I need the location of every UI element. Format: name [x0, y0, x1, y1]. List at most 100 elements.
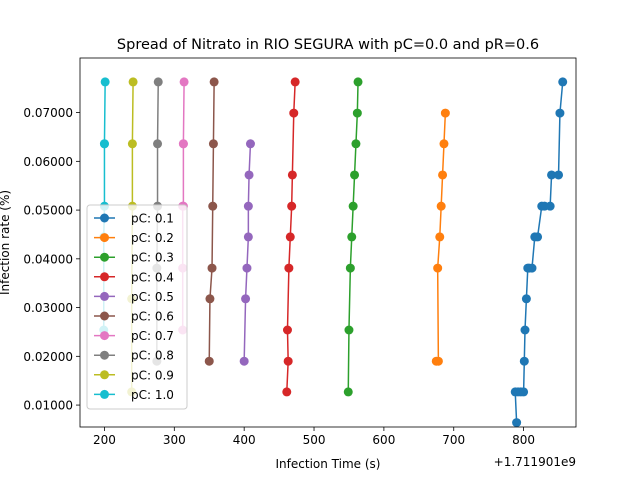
data-point: [204, 356, 214, 366]
series-4: [282, 77, 300, 397]
data-point: [179, 77, 189, 87]
data-point: [153, 139, 163, 149]
x-axis-offset-label: +1.711901e9: [494, 455, 576, 469]
data-point: [282, 325, 292, 335]
legend-item: pC: 0.4: [94, 270, 174, 284]
y-axis-title: Infection rate (%): [0, 190, 12, 295]
legend-label: pC: 0.4: [131, 270, 174, 284]
data-point: [545, 201, 555, 211]
x-tick-label: 700: [442, 433, 465, 447]
data-point: [433, 356, 443, 366]
legend-swatch-marker: [100, 291, 109, 301]
legend-item: pC: 0.3: [94, 251, 174, 265]
data-point: [290, 77, 300, 87]
data-point: [285, 232, 295, 242]
x-tick-label: 500: [303, 433, 326, 447]
legend-label: pC: 1.0: [131, 388, 174, 402]
legend-swatch-marker: [100, 272, 109, 282]
data-point: [558, 77, 568, 87]
data-point: [284, 263, 294, 273]
data-point: [433, 263, 443, 273]
data-point: [554, 170, 564, 180]
data-point: [128, 77, 138, 87]
x-axis-title: Infection Time (s): [276, 457, 381, 471]
data-point: [520, 325, 530, 335]
data-point: [208, 201, 218, 211]
legend-item: pC: 0.6: [94, 310, 174, 324]
legend-item: pC: 0.7: [94, 329, 174, 343]
data-point: [100, 77, 110, 87]
data-point: [352, 108, 362, 118]
data-point: [287, 170, 297, 180]
series-line: [208, 81, 215, 362]
series-2: [431, 108, 450, 366]
legend-item: pC: 0.2: [94, 231, 174, 245]
series-5: [239, 139, 255, 366]
y-tick-label: 0.04000: [23, 252, 73, 266]
data-point: [436, 201, 446, 211]
legend-label: pC: 0.3: [131, 251, 174, 265]
data-point: [350, 170, 360, 180]
x-tick-label: 800: [512, 433, 535, 447]
legend-label: pC: 0.1: [131, 212, 174, 226]
y-tick-label: 0.07000: [23, 106, 73, 120]
data-point: [243, 232, 253, 242]
series-3: [343, 77, 363, 397]
data-point: [353, 77, 363, 87]
data-point: [547, 170, 557, 180]
series-1: [510, 77, 568, 428]
legend-item: pC: 0.8: [94, 349, 174, 363]
series-6: [204, 77, 219, 366]
data-point: [345, 263, 355, 273]
series-line: [436, 113, 447, 362]
data-point: [244, 170, 254, 180]
data-point: [555, 108, 565, 118]
legend: pC: 0.1 pC: 0.2 pC: 0.3 pC: 0.4 pC: 0.5 pC: 0…: [86, 204, 188, 410]
legend-item: pC: 0.9: [94, 368, 174, 382]
legend-swatch-marker: [100, 252, 109, 262]
data-point: [241, 294, 251, 304]
data-point: [521, 294, 531, 304]
data-point: [440, 108, 450, 118]
x-tick-label: 300: [163, 433, 186, 447]
data-point: [439, 139, 449, 149]
data-point: [282, 387, 292, 397]
data-point: [207, 263, 217, 273]
data-point: [343, 387, 353, 397]
data-point: [519, 356, 529, 366]
legend-box: [86, 204, 188, 410]
legend-label: pC: 0.2: [131, 231, 174, 245]
data-point: [438, 170, 448, 180]
data-point: [512, 418, 522, 428]
y-tick-label: 0.03000: [23, 301, 73, 315]
y-tick-label: 0.05000: [23, 204, 73, 218]
data-point: [347, 232, 357, 242]
legend-swatch-marker: [100, 213, 109, 223]
data-point: [527, 263, 537, 273]
data-point: [127, 139, 137, 149]
legend-label: pC: 0.8: [131, 349, 174, 363]
x-tick-label: 600: [372, 433, 395, 447]
data-point: [533, 232, 543, 242]
legend-label: pC: 0.5: [131, 290, 174, 304]
legend-swatch-marker: [100, 233, 109, 243]
legend-label: pC: 0.7: [131, 329, 174, 343]
legend-item: pC: 1.0: [94, 388, 174, 402]
legend-swatch-marker: [100, 370, 109, 380]
legend-label: pC: 0.6: [131, 310, 174, 324]
data-point: [208, 139, 218, 149]
y-tick-label: 0.06000: [23, 155, 73, 169]
chart-title: Spread of Nitrato in RIO SEGURA with pC=…: [117, 37, 539, 53]
data-point: [283, 356, 293, 366]
data-point: [242, 263, 252, 273]
data-point: [99, 139, 109, 149]
legend-swatch-marker: [100, 331, 109, 341]
data-point: [205, 294, 215, 304]
legend-item: pC: 0.1: [94, 212, 174, 226]
legend-item: pC: 0.5: [94, 290, 174, 304]
data-point: [245, 139, 255, 149]
axes-frame: [79, 57, 577, 428]
x-tick-label: 400: [233, 433, 256, 447]
data-point: [209, 77, 219, 87]
